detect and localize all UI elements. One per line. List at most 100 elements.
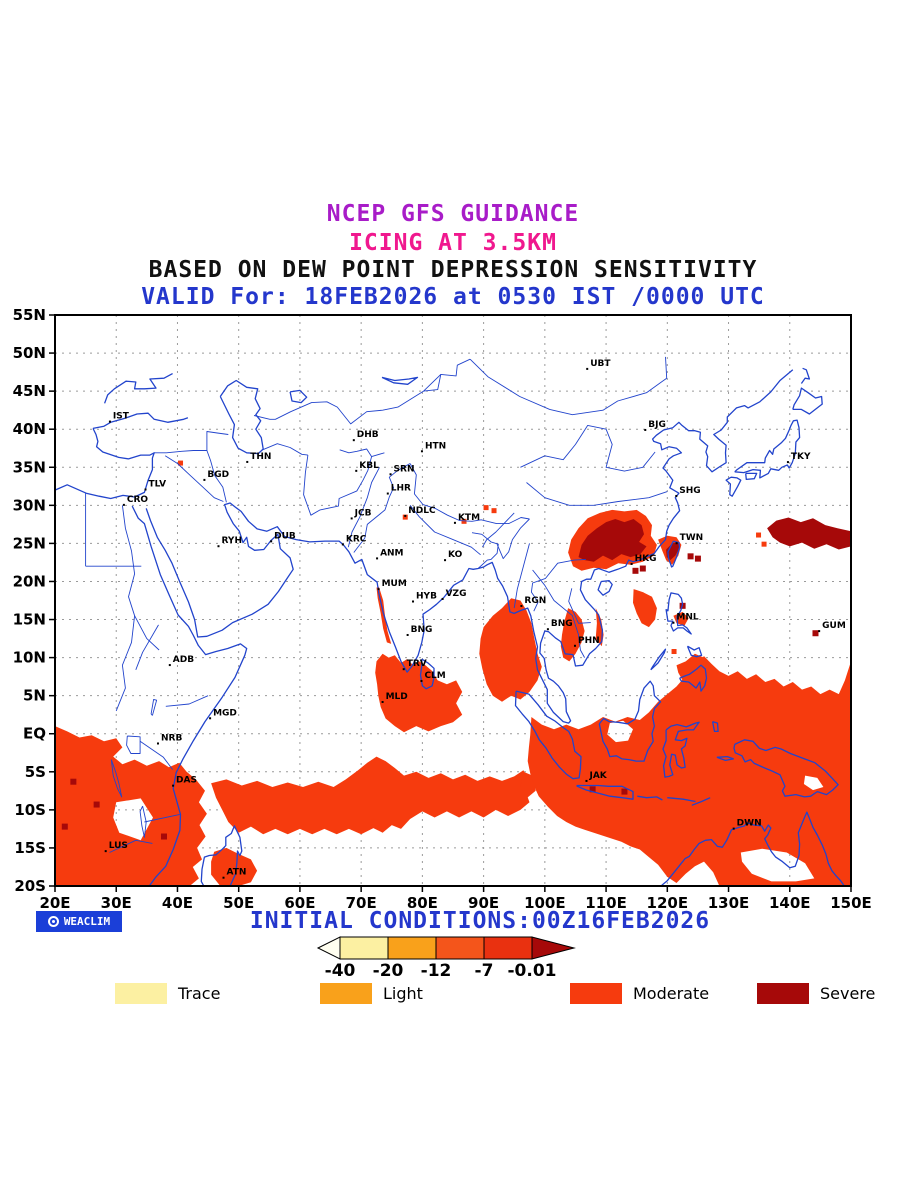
colorbar-label: -7 xyxy=(475,961,494,981)
station-label: DUB xyxy=(274,531,296,541)
station-label: TKY xyxy=(791,452,811,462)
title-line3: BASED ON DEW POINT DEPRESSION SENSITIVIT… xyxy=(148,257,758,283)
lon-axis-label: 70E xyxy=(346,894,377,912)
title-valid-time: VALID For: 18FEB2026 at 0530 IST /0000 U… xyxy=(141,284,765,310)
coastline xyxy=(711,720,719,733)
coastline xyxy=(598,680,662,762)
coastline xyxy=(667,797,696,803)
border-or-river xyxy=(409,505,481,556)
colorbar-label: -0.01 xyxy=(508,961,557,981)
coastline xyxy=(103,373,173,404)
station-marker xyxy=(402,668,405,671)
station-marker xyxy=(520,604,523,607)
coastline xyxy=(289,389,308,404)
legend-item-severe: Severe xyxy=(757,983,875,1004)
severe-label: Severe xyxy=(820,984,876,1003)
station-label: IST xyxy=(113,412,130,422)
station-marker xyxy=(108,420,111,423)
lat-axis-label: 45N xyxy=(13,382,46,400)
legend-item-moderate: Moderate xyxy=(570,983,709,1004)
border-or-river xyxy=(303,452,385,516)
station-label: MGD xyxy=(213,708,237,718)
station-label: NRB xyxy=(161,733,182,743)
station-marker xyxy=(441,597,444,600)
station-label: RYH xyxy=(221,536,242,546)
colorbar-segment xyxy=(339,936,389,960)
station-marker xyxy=(453,521,456,524)
severe-swatch xyxy=(757,983,809,1004)
border-or-river xyxy=(134,615,160,651)
lat-axis-label: 40N xyxy=(13,420,46,438)
station-label: BNG xyxy=(551,619,573,629)
station-marker xyxy=(675,542,678,545)
coastline xyxy=(734,419,801,479)
coastline xyxy=(733,739,839,798)
coastline xyxy=(381,376,419,385)
border-or-river xyxy=(353,463,411,553)
moderate-label: Moderate xyxy=(633,984,710,1003)
icing-severe-region xyxy=(578,519,647,562)
coastline xyxy=(597,580,613,596)
icing-moderate-region xyxy=(527,656,851,886)
lat-axis-label: 25N xyxy=(13,534,46,552)
station-marker xyxy=(404,514,407,517)
legend-item-light: Light xyxy=(320,983,423,1004)
lon-axis-label: 150E xyxy=(830,894,872,912)
lon-axis-label: 50E xyxy=(223,894,254,912)
border-or-river xyxy=(347,467,380,548)
station-marker xyxy=(412,600,415,603)
station-label: DHB xyxy=(357,430,379,440)
icing-moderate-regions xyxy=(55,460,851,886)
station-label: NDLC xyxy=(408,506,436,516)
station-label: UBT xyxy=(590,359,611,369)
legend-item-trace: Trace xyxy=(115,983,220,1004)
station-marker xyxy=(217,545,220,548)
station-marker xyxy=(104,850,107,853)
colorbar-label: -20 xyxy=(373,961,404,981)
initial-conditions-text: INITIAL CONDITIONS:00Z16FEB2026 xyxy=(249,908,711,934)
coastline xyxy=(92,412,189,430)
station-label: ANM xyxy=(380,548,403,558)
station-marker xyxy=(376,557,379,560)
coastline xyxy=(219,379,264,455)
station-marker xyxy=(122,503,125,506)
border-or-river xyxy=(526,482,668,506)
station-marker xyxy=(381,700,384,703)
icing-moderate-region xyxy=(211,847,258,886)
colorbar-label: -12 xyxy=(421,961,452,981)
station-marker xyxy=(270,540,273,543)
border-or-river xyxy=(568,588,591,624)
station-label: HTN xyxy=(425,441,446,451)
icing-moderate-spot xyxy=(178,460,184,466)
station-marker xyxy=(209,717,212,720)
coastline xyxy=(800,367,811,384)
icing-severe-spot xyxy=(632,567,639,574)
station-marker xyxy=(350,517,353,520)
border-or-river xyxy=(126,735,141,754)
weaclim-circle-icon xyxy=(47,916,59,927)
icing-severe-spot xyxy=(70,778,77,785)
station-label: VZG xyxy=(446,589,467,599)
border-or-river xyxy=(471,532,499,569)
colorbar: -40 -20 -12 -7 -0.01 xyxy=(316,936,576,981)
moderate-swatch xyxy=(570,983,622,1004)
lat-axis-label: 10N xyxy=(13,649,46,667)
border-or-river xyxy=(532,569,585,658)
border-or-river xyxy=(513,543,530,609)
station-marker xyxy=(675,494,678,497)
lon-axis-label: 110E xyxy=(585,894,627,912)
coastline xyxy=(55,428,155,500)
lon-axis-label: 30E xyxy=(101,894,132,912)
lon-axis-label: 140E xyxy=(769,894,811,912)
lon-axis-label: 40E xyxy=(162,894,193,912)
icing-moderate-spot xyxy=(761,541,767,547)
station-marker xyxy=(644,428,647,431)
icing-moderate-region xyxy=(479,598,542,702)
border-or-river xyxy=(154,431,229,454)
icing-moderate-spot xyxy=(491,508,497,514)
icing-severe-region xyxy=(666,541,680,561)
icing-moderate-spot xyxy=(756,532,762,538)
border-or-river xyxy=(530,558,586,612)
border-or-river xyxy=(520,424,656,472)
title-line2: ICING AT 3.5KM xyxy=(349,230,557,256)
